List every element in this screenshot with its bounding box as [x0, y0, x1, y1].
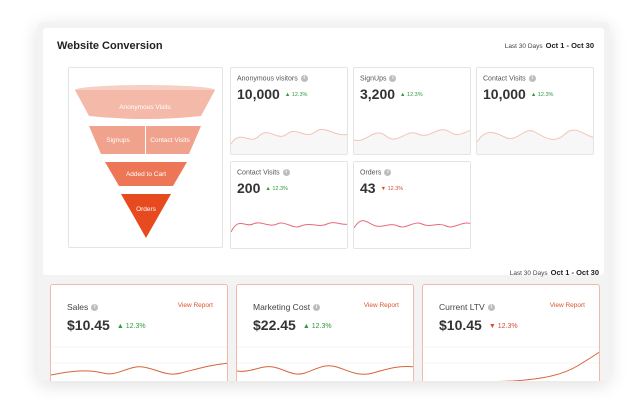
metric-label: Anonymous visitors i [237, 75, 308, 82]
view-report-link[interactable]: View Report [549, 302, 585, 309]
funnel-stage-anonymous-visits [75, 90, 215, 119]
kpi-card-marketing-cost[interactable]: Marketing Cost i View Report $22.45 ▲ 12.3… [236, 284, 414, 381]
info-icon[interactable]: i [300, 75, 308, 82]
info-icon[interactable]: i [528, 75, 536, 82]
funnel-label-anonymous-visits: Anonymous Visits [119, 104, 171, 111]
info-icon[interactable]: i [313, 304, 321, 312]
conversion-funnel: Anonymous Visits Signups Contact Visits … [68, 67, 223, 248]
delta-badge: ▲ 12.3% [400, 92, 423, 99]
funnel-label-contact-visits: Contact Visits [150, 137, 190, 144]
kpi-label: Current LTV i [439, 302, 495, 312]
delta-badge: ▲ 12.3% [265, 186, 288, 193]
metric-label: SignUps i [360, 75, 397, 82]
metric-value: 10,000 ▲ 12.3% [237, 86, 308, 102]
metric-card-contact-visits[interactable]: Contact Visits i 10,000 ▲ 12.3% [476, 67, 594, 155]
date-range-label: Last 30 Days [504, 43, 543, 50]
arrow-up-icon: ▲ [265, 186, 271, 193]
kpi-card-current-ltv[interactable]: Current LTV i View Report $10.45 ▼ 12.3% [422, 284, 600, 381]
kpi-card-sales[interactable]: Sales i View Report $10.45 ▲ 12.3% [50, 284, 228, 381]
kpi-value: $22.45 ▲ 12.3% [253, 317, 332, 333]
sparkline [354, 129, 470, 154]
website-conversion-card: Website Conversion Last 30 Days Oct 1 - O… [43, 28, 604, 275]
page-title: Website Conversion [57, 40, 163, 52]
funnel-label-signups: Signups [106, 137, 130, 144]
arrow-up-icon: ▲ [116, 322, 124, 330]
kpi-label: Sales i [67, 302, 99, 312]
metric-label: Orders i [360, 169, 392, 176]
metric-label: Contact Visits i [237, 169, 290, 176]
metric-card-anonymous-visitors[interactable]: Anonymous visitors i 10,000 ▲ 12.3% [230, 67, 348, 155]
info-icon[interactable]: i [389, 75, 397, 82]
info-icon[interactable]: i [384, 169, 392, 176]
funnel-graphic [75, 85, 215, 238]
delta-badge: ▼ 12.3% [380, 186, 404, 193]
metric-value: 43 ▼ 12.3% [360, 180, 404, 196]
delta-badge: ▼ 12.3% [488, 322, 518, 330]
kpi-label: Marketing Cost i [253, 302, 321, 312]
info-icon[interactable]: i [282, 169, 290, 176]
metric-value: 200 ▲ 12.3% [237, 180, 288, 196]
funnel-label-added-to-cart: Added to Cart [125, 171, 167, 178]
arrow-up-icon: ▲ [302, 322, 310, 330]
date-range-label: Last 30 Days [509, 270, 548, 277]
funnel-stage-signups [89, 126, 145, 154]
funnel-stage-orders [121, 194, 171, 238]
arrow-down-icon: ▼ [488, 322, 496, 330]
metric-card-orders[interactable]: Orders i 43 ▼ 12.3% [353, 161, 471, 249]
bottom-date-range[interactable]: Last 30 Days Oct 1 - Oct 30 [510, 268, 599, 277]
delta-badge: ▲ 12.3% [302, 322, 332, 330]
metric-card-signups[interactable]: SignUps i 3,200 ▲ 12.3% [353, 67, 471, 155]
arrow-down-icon: ▼ [380, 186, 387, 193]
sparkline [477, 129, 593, 154]
sparkline [237, 346, 413, 375]
view-report-link[interactable]: View Report [363, 302, 399, 309]
kpi-value: $10.45 ▼ 12.3% [439, 317, 518, 333]
funnel-stage-added-to-cart [105, 162, 187, 186]
date-range[interactable]: Last 30 Days Oct 1 - Oct 30 [505, 41, 594, 50]
kpi-value: $10.45 ▲ 12.3% [67, 317, 146, 333]
arrow-up-icon: ▲ [530, 92, 537, 99]
metric-label: Contact Visits i [483, 75, 536, 82]
sparkline [231, 222, 347, 233]
delta-badge: ▲ 12.3% [530, 92, 554, 99]
funnel-label-orders: Orders [136, 206, 156, 213]
sparkline [51, 346, 227, 376]
delta-badge: ▲ 12.3% [116, 322, 146, 330]
arrow-up-icon: ▲ [284, 92, 291, 99]
arrow-up-icon: ▲ [400, 92, 406, 99]
sparkline [423, 346, 599, 381]
dashboard-frame: Website Conversion Last 30 Days Oct 1 - O… [37, 22, 610, 381]
delta-badge: ▲ 12.3% [284, 92, 308, 99]
info-icon[interactable]: i [91, 304, 99, 312]
info-icon[interactable]: i [487, 304, 495, 312]
date-range-value: Oct 1 - Oct 30 [550, 268, 599, 277]
metric-value: 10,000 ▲ 12.3% [483, 86, 554, 102]
sparkline [231, 129, 347, 154]
metric-card-contact-visits-2[interactable]: Contact Visits i 200 ▲ 12.3% [230, 161, 348, 249]
date-range-value: Oct 1 - Oct 30 [545, 41, 594, 50]
funnel-stage-contact-visits [146, 126, 201, 154]
metric-value: 3,200 ▲ 12.3% [360, 86, 423, 102]
sparkline [354, 220, 470, 229]
view-report-link[interactable]: View Report [177, 302, 213, 309]
